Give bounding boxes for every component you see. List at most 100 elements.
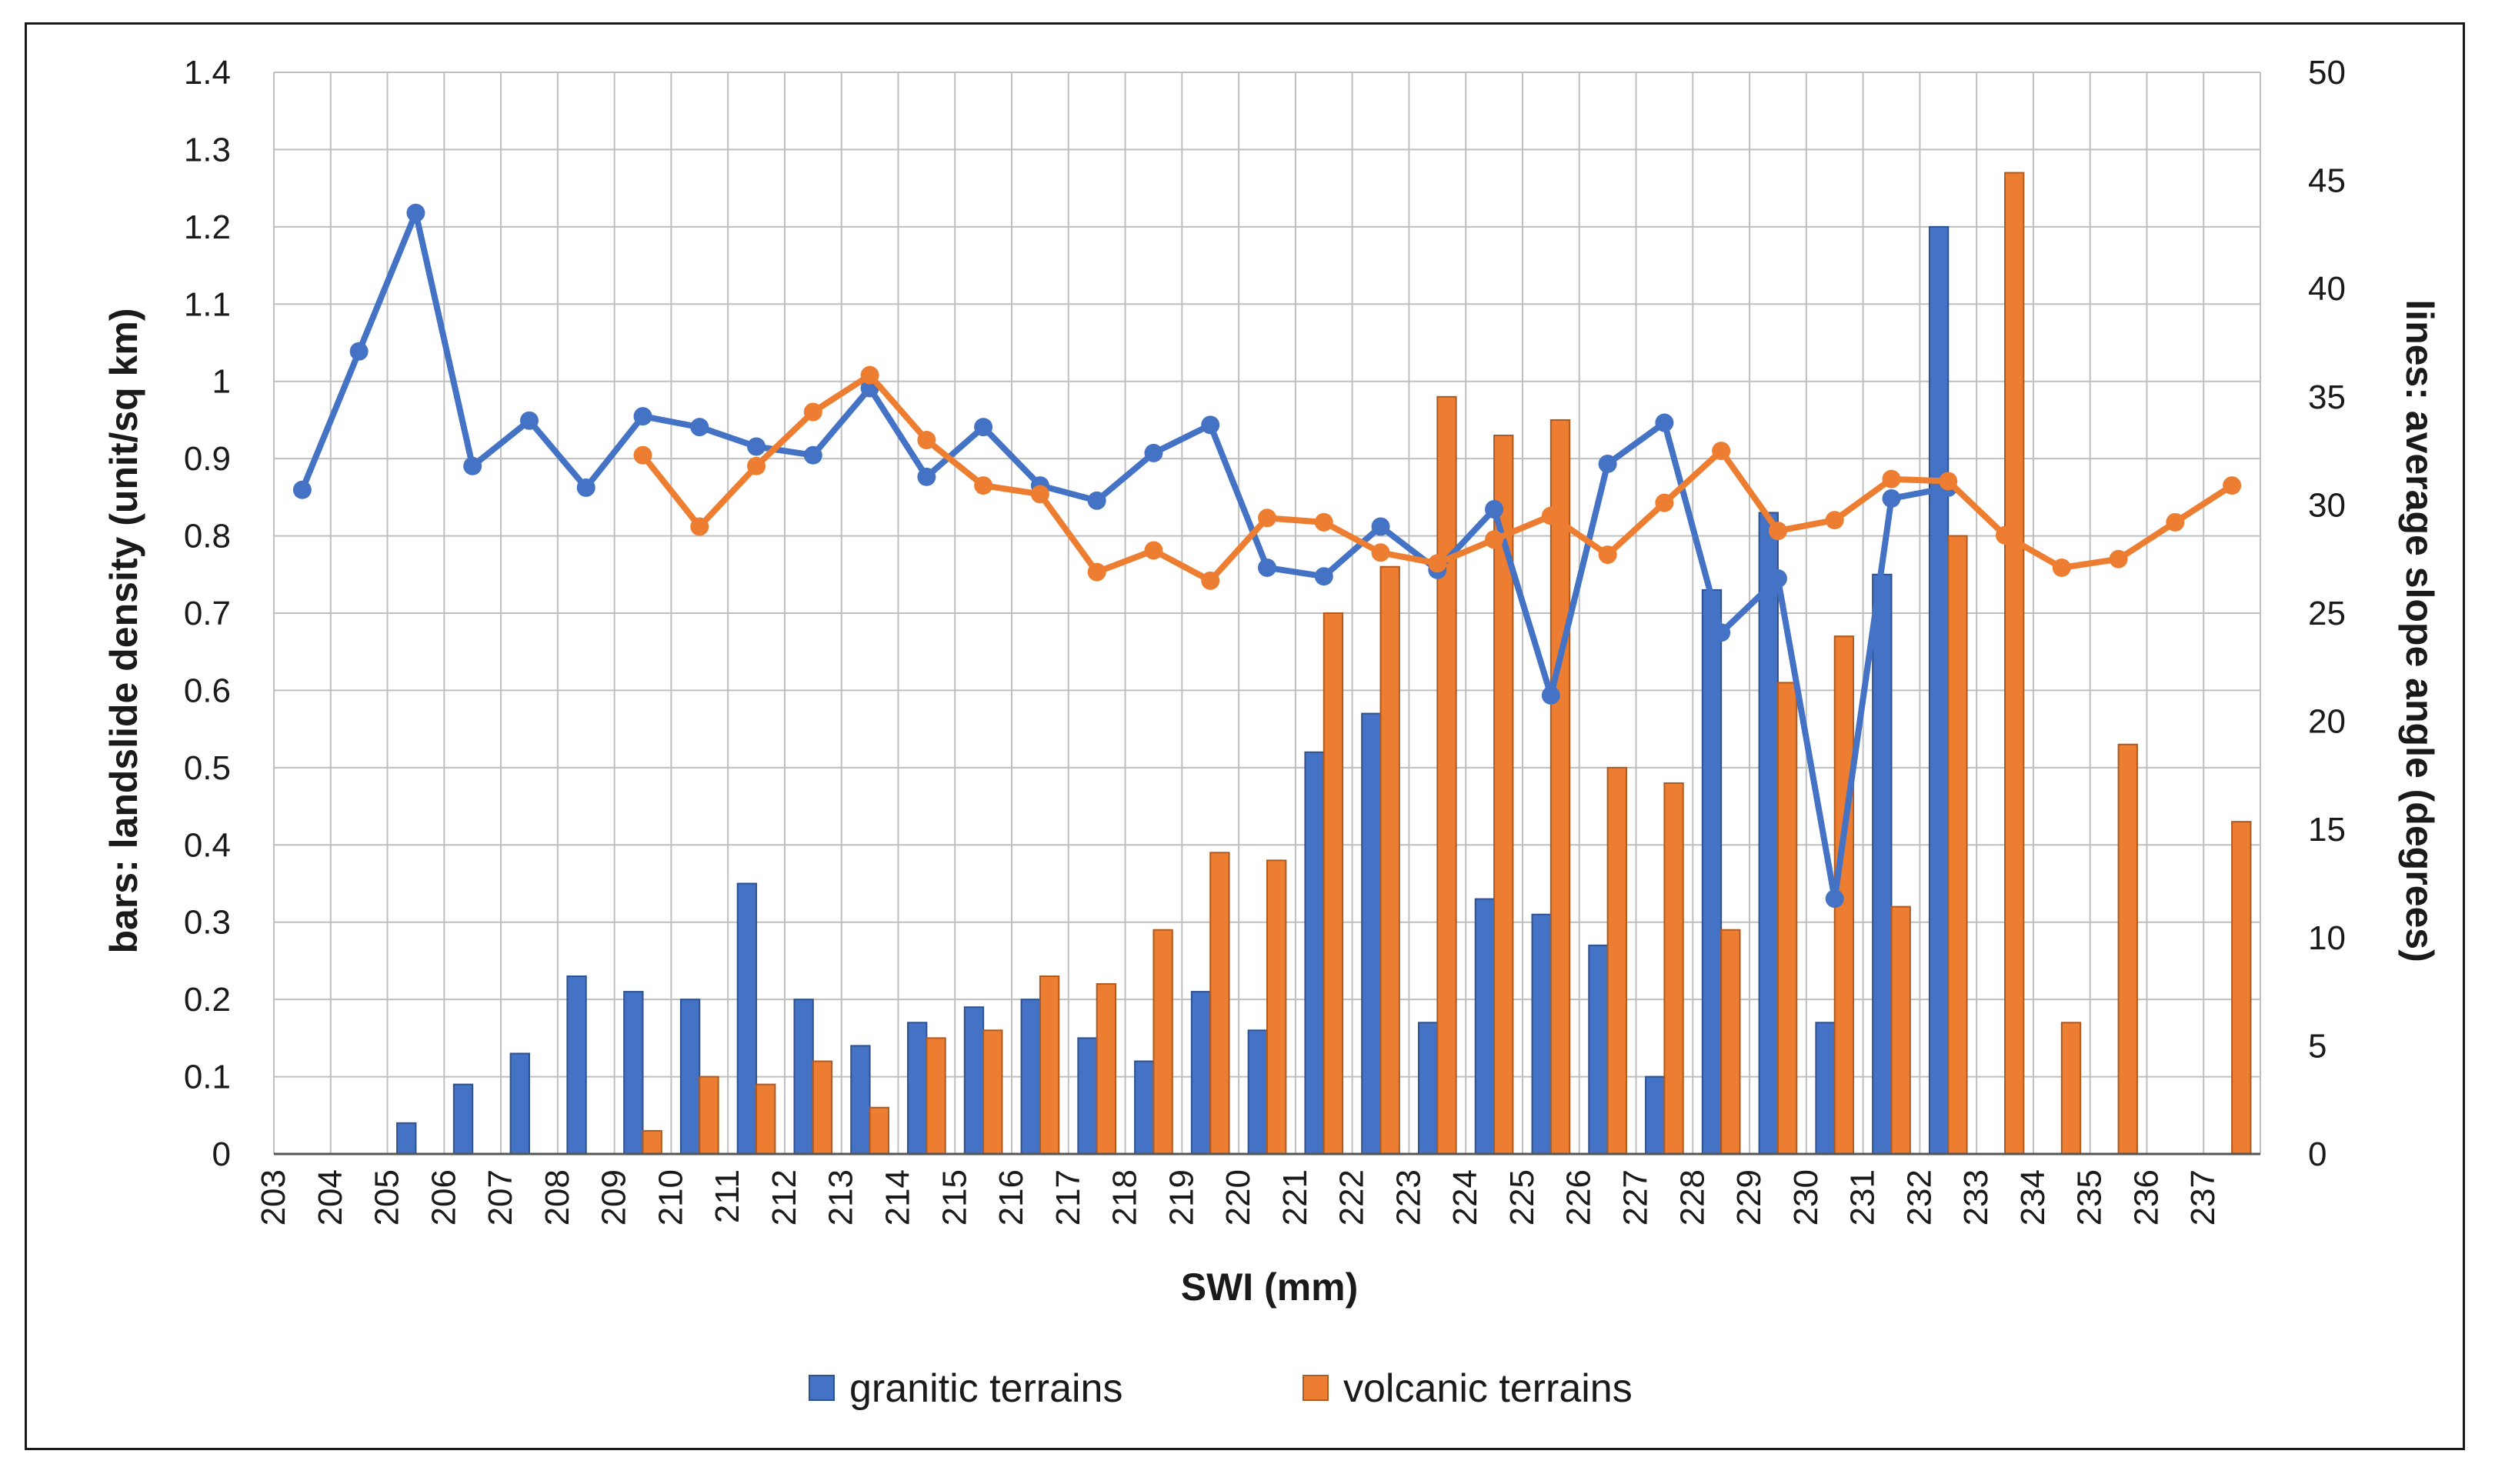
bar-volcanic-234 — [2060, 1022, 2082, 1156]
y-tick-label: 1.1 — [184, 285, 231, 323]
y2-tick-label: 50 — [2308, 54, 2346, 92]
bar-volcanic-223 — [1436, 395, 1457, 1155]
x-tick-label: 230 — [1787, 1169, 1825, 1226]
y-tick-label: 0.6 — [184, 672, 231, 709]
legend-label-volcanic: volcanic terrains — [1343, 1366, 1633, 1411]
y-axis-title: bars: landslide density (unit/sq km) — [102, 308, 145, 953]
y-tick-label: 1.2 — [184, 208, 231, 246]
point-granitic-229 — [1768, 569, 1787, 589]
x-tick-label: 234 — [2014, 1169, 2052, 1226]
x-tick-label: 217 — [1049, 1169, 1087, 1226]
bar-volcanic-218 — [1152, 929, 1173, 1156]
y2-tick-label: 35 — [2308, 379, 2346, 416]
bar-volcanic-221 — [1323, 612, 1344, 1155]
x-tick-label: 222 — [1333, 1169, 1371, 1226]
x-tick-label: 228 — [1673, 1169, 1711, 1226]
lines-layer — [292, 203, 2242, 909]
bar-volcanic-220 — [1266, 859, 1287, 1156]
point-volcanic-226 — [1598, 545, 1617, 565]
point-granitic-226 — [1598, 454, 1617, 473]
x-tick-label: 207 — [482, 1169, 519, 1226]
bar-volcanic-210 — [699, 1075, 719, 1155]
y2-tick-label: 10 — [2308, 919, 2346, 957]
x-tick-label: 210 — [652, 1169, 689, 1226]
point-granitic-212 — [803, 445, 822, 465]
y2-tick-label: 45 — [2308, 162, 2346, 200]
bar-granitic-218 — [1134, 1060, 1155, 1155]
chart-frame — [25, 22, 2465, 1450]
bar-volcanic-227 — [1663, 782, 1684, 1155]
y-tick-label: 0.3 — [184, 904, 231, 942]
x-tick-label: 229 — [1730, 1169, 1768, 1226]
point-granitic-225 — [1541, 685, 1560, 705]
point-volcanic-224 — [1485, 530, 1504, 549]
point-volcanic-236 — [2166, 512, 2185, 532]
bar-granitic-221 — [1304, 751, 1325, 1155]
bar-volcanic-211 — [756, 1083, 776, 1155]
point-volcanic-213 — [860, 365, 879, 385]
x-tick-label: 226 — [1560, 1169, 1598, 1226]
point-granitic-217 — [1087, 491, 1106, 510]
y-tick-label: 0.4 — [184, 826, 231, 864]
point-volcanic-230 — [1825, 511, 1844, 530]
bar-granitic-231 — [1872, 573, 1893, 1155]
y2-tick-label: 20 — [2308, 703, 2346, 741]
point-volcanic-212 — [803, 402, 822, 422]
point-volcanic-220 — [1258, 509, 1276, 528]
y-tick-label: 0.9 — [184, 440, 231, 478]
point-volcanic-210 — [690, 517, 709, 536]
bar-granitic-220 — [1247, 1029, 1268, 1156]
point-volcanic-233 — [1996, 525, 2015, 545]
y-tick-label: 0.1 — [184, 1059, 231, 1096]
bar-volcanic-212 — [812, 1060, 833, 1155]
bar-granitic-223 — [1417, 1022, 1439, 1156]
point-volcanic-209 — [633, 445, 652, 465]
y-axis-ticks: 0 0.1 0.2 0.3 0.4 0.5 0.6 0.7 0.8 0.9 1 1.1 1.2 1.3 1.… — [184, 54, 231, 1173]
bar-granitic-212 — [793, 999, 814, 1155]
point-granitic-219 — [1201, 415, 1220, 435]
bar-granitic-216 — [1020, 999, 1041, 1155]
x-tick-label: 233 — [1957, 1169, 1995, 1226]
legend: granitic terrains volcanic terrains — [809, 1366, 1633, 1411]
point-granitic-221 — [1314, 567, 1333, 586]
x-tick-label: 223 — [1389, 1169, 1427, 1226]
legend-swatch-granitic — [809, 1375, 835, 1401]
x-tick-label: 220 — [1219, 1169, 1257, 1226]
bar-granitic-229 — [1758, 512, 1779, 1155]
bar-granitic-213 — [850, 1045, 871, 1156]
point-granitic-207 — [519, 411, 539, 430]
bar-granitic-230 — [1815, 1022, 1836, 1156]
point-volcanic-234 — [2052, 558, 2071, 577]
x-tick-label: 232 — [1900, 1169, 1938, 1226]
bar-granitic-225 — [1531, 913, 1552, 1155]
point-granitic-218 — [1144, 443, 1163, 462]
point-granitic-206 — [463, 456, 482, 475]
x-tick-label: 204 — [312, 1169, 349, 1226]
bar-volcanic-237 — [2231, 821, 2252, 1155]
point-volcanic-229 — [1768, 522, 1787, 541]
bar-volcanic-216 — [1039, 975, 1060, 1155]
bar-volcanic-233 — [2004, 172, 2025, 1156]
y-tick-label: 0.7 — [184, 595, 231, 632]
bar-granitic-232 — [1928, 225, 1950, 1155]
bar-granitic-215 — [963, 1006, 985, 1155]
x-axis-ticks: 203 204 205 206 207 208 209 210 211 212 213 214 215 2… — [255, 1169, 2222, 1226]
point-granitic-228 — [1712, 623, 1731, 642]
bar-granitic-224 — [1474, 898, 1496, 1155]
point-volcanic-237 — [2223, 476, 2242, 495]
x-tick-label: 236 — [2127, 1169, 2165, 1226]
x-tick-label: 224 — [1446, 1169, 1484, 1226]
y2-tick-label: 5 — [2308, 1027, 2327, 1065]
point-volcanic-219 — [1201, 571, 1220, 590]
legend-label-granitic: granitic terrains — [849, 1366, 1122, 1411]
bar-volcanic-228 — [1720, 929, 1741, 1156]
point-volcanic-217 — [1087, 562, 1106, 582]
x-tick-label: 205 — [369, 1169, 406, 1226]
point-granitic-215 — [974, 418, 993, 437]
x-tick-label: 206 — [425, 1169, 462, 1226]
point-granitic-205 — [406, 203, 425, 222]
line-granitic-slope — [299, 209, 1950, 902]
x-tick-label: 209 — [595, 1169, 633, 1226]
x-tick-label: 212 — [766, 1169, 803, 1226]
